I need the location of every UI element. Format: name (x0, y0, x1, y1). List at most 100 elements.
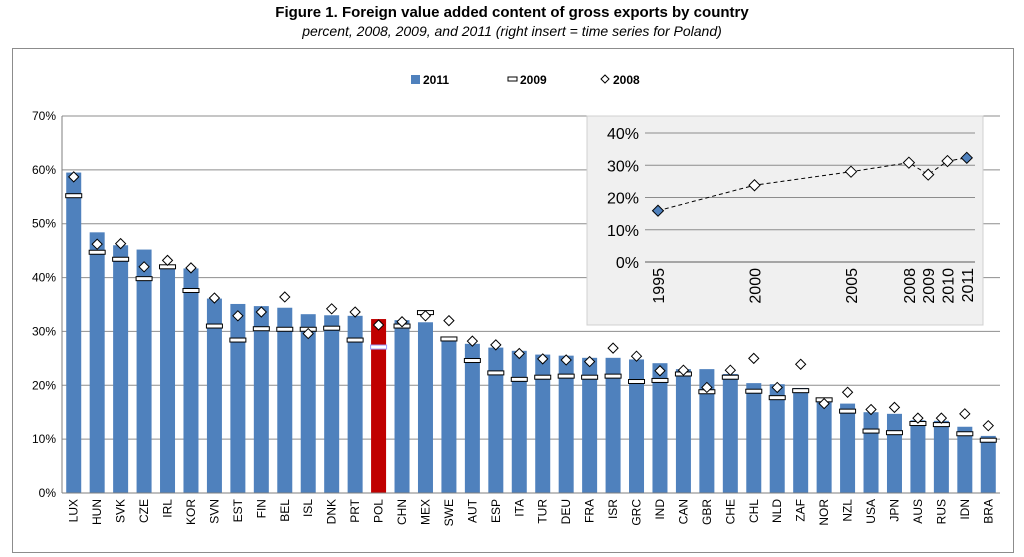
marker-2008-svk (114, 237, 127, 250)
x-tick-label: CHE (723, 499, 737, 524)
x-tick-label: IND (653, 499, 667, 520)
x-tick-label: AUT (465, 498, 479, 523)
inset-point-1995 (651, 204, 665, 217)
inset-y-tick-label: 10% (607, 223, 639, 240)
y-tick-label: 10% (32, 432, 56, 446)
bar-2011-fin (253, 306, 269, 493)
bar-2011-bra (980, 435, 996, 493)
bar-2011-irl (160, 266, 176, 493)
marker-2009-dnk (323, 325, 341, 331)
inset-x-tick-label: 2010 (941, 268, 958, 304)
y-tick-label: 50% (32, 217, 56, 231)
bar-2011-kor (183, 268, 199, 493)
bar-2011-cze (136, 249, 152, 493)
marker-2009-tur (534, 374, 552, 380)
bar-2011-idn (957, 426, 973, 493)
bar-2011-usa (863, 412, 879, 493)
bar-2011-pol (371, 319, 387, 493)
x-tick-label: DEU (559, 499, 573, 524)
x-tick-label: FIN (254, 499, 268, 518)
x-tick-label: POL (372, 499, 386, 523)
x-tick-label: SVN (207, 499, 221, 524)
x-tick-label: IDN (958, 499, 972, 520)
bar-2011-ita (511, 350, 527, 493)
bar-2011-swe (441, 337, 457, 493)
x-tick-label: ISL (301, 499, 315, 517)
x-tick-label: MEX (418, 499, 432, 525)
marker-2008-grc (630, 350, 643, 362)
x-tick-label: BEL (278, 499, 292, 522)
marker-2009-fin (252, 326, 270, 332)
marker-2009-idn (956, 431, 974, 437)
marker-2008-bel (279, 291, 291, 303)
marker-2009-svn (205, 323, 223, 329)
inset-point-2009 (921, 168, 935, 181)
marker-2008-mex (419, 310, 432, 322)
bar-2011-nzl (840, 403, 856, 493)
y-tick-label: 60% (32, 163, 56, 177)
marker-2009-prt (346, 337, 364, 343)
marker-2008-bra (982, 419, 994, 432)
inset-x-tick-label: 2011 (960, 268, 977, 303)
bar-2011-ind (652, 363, 668, 493)
bar-2011-deu (558, 355, 574, 493)
marker-2008-nld (771, 381, 783, 394)
marker-2009-bra (979, 437, 997, 443)
x-tick-label: HUN (90, 499, 104, 525)
y-tick-label: 0% (39, 486, 57, 500)
bar-2011-che (722, 373, 738, 493)
x-tick-label: ITA (512, 499, 526, 517)
bar-2011-isl (300, 314, 316, 493)
marker-2008-est (232, 310, 244, 322)
marker-2009-aut (463, 358, 481, 364)
marker-2008-chn (396, 316, 408, 328)
marker-2008-dnk (325, 303, 338, 315)
x-tick-label: RUS (934, 499, 948, 524)
bar-2011-aus (910, 420, 926, 493)
bar-2011-gbr (699, 369, 715, 493)
x-tick-label: CHN (395, 499, 409, 525)
marker-2009-bel (276, 326, 294, 332)
x-tick-label: PRT (348, 498, 362, 522)
x-tick-label: AUS (911, 499, 925, 524)
bar-2011-zaf (793, 387, 809, 493)
marker-2008-lux (68, 171, 80, 183)
inset-point-2008 (902, 156, 916, 169)
bar-2011-jpn (886, 413, 902, 493)
marker-2008-tur (537, 353, 549, 365)
marker-2008-chl (748, 352, 760, 365)
x-tick-label: KOR (184, 499, 198, 525)
x-tick-label: GRC (630, 499, 644, 526)
x-tick-label: ESP (489, 499, 503, 523)
y-tick-label: 30% (32, 324, 56, 338)
figure-subtitle: percent, 2008, 2009, and 2011 (right ins… (302, 23, 722, 39)
marker-2009-esp (487, 370, 505, 376)
marker-2008-fra (583, 355, 596, 368)
marker-2008-idn (959, 408, 971, 420)
marker-2009-nld (768, 395, 786, 401)
inset-point-2000 (748, 179, 761, 192)
bar-2011-chl (746, 383, 762, 493)
bar-2011-dnk (324, 315, 340, 493)
marker-2008-nor (818, 397, 830, 410)
x-tick-label: IRL (161, 499, 175, 518)
bar-2011-fra (582, 357, 598, 493)
marker-2009-kor (182, 287, 200, 293)
bar-2011-bel (277, 307, 293, 493)
marker-2008-nzl (841, 386, 854, 398)
bar-2011-isr (605, 357, 621, 493)
bar-2011-hun (89, 232, 105, 493)
y-tick-label: 70% (32, 109, 56, 123)
inset-y-tick-label: 20% (607, 191, 639, 208)
bar-2011-tur (535, 354, 551, 493)
inset-y-tick-label: 40% (607, 126, 639, 143)
marker-2008-che (724, 364, 737, 376)
legend-swatch-2009 (507, 76, 518, 82)
legend-label-2009: 2009 (520, 73, 547, 87)
marker-2008-ita (513, 347, 525, 360)
marker-2009-nzl (839, 408, 857, 414)
marker-2008-esp (490, 339, 502, 351)
marker-2009-lux (65, 193, 83, 199)
legend-label-2011: 2011 (423, 73, 449, 87)
